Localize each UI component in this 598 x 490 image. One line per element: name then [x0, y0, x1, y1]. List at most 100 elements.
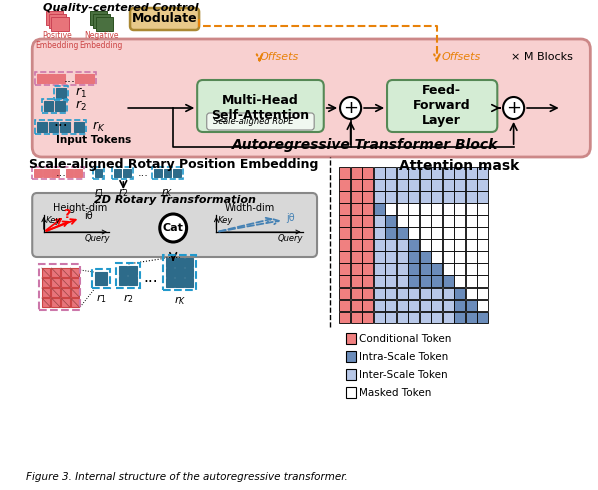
Bar [385, 299, 396, 311]
Bar [66, 169, 74, 177]
Bar [431, 251, 442, 263]
Bar [454, 168, 465, 179]
Bar [39, 264, 80, 310]
Bar [94, 272, 107, 285]
Bar [443, 168, 454, 179]
Bar [350, 264, 362, 275]
Bar [408, 203, 419, 215]
Bar [35, 72, 96, 85]
Bar [431, 179, 442, 191]
Bar [374, 275, 385, 287]
Bar [34, 169, 42, 177]
Text: Cat: Cat [163, 223, 184, 233]
Text: Offsets: Offsets [259, 52, 298, 62]
Bar [385, 227, 396, 239]
Bar [362, 288, 373, 299]
Bar [385, 240, 396, 251]
Bar [362, 264, 373, 275]
Bar [477, 203, 488, 215]
FancyBboxPatch shape [387, 80, 498, 132]
Bar [454, 203, 465, 215]
Text: ?: ? [63, 207, 71, 220]
Bar [385, 275, 396, 287]
Circle shape [160, 214, 187, 242]
Bar [408, 299, 419, 311]
Bar [466, 168, 477, 179]
Bar [42, 298, 50, 307]
Bar [420, 240, 431, 251]
Bar [431, 264, 442, 275]
Bar [420, 288, 431, 299]
Bar [477, 275, 488, 287]
Bar [477, 179, 488, 191]
Bar [350, 240, 362, 251]
Bar [454, 251, 465, 263]
Bar [128, 266, 137, 275]
Bar [396, 216, 408, 227]
Bar [61, 268, 69, 277]
Bar [431, 203, 442, 215]
Bar [339, 299, 350, 311]
Bar [164, 169, 171, 177]
Bar [431, 216, 442, 227]
Bar [477, 227, 488, 239]
Bar [55, 101, 65, 111]
Bar [374, 179, 385, 191]
Bar [350, 299, 362, 311]
Bar [51, 169, 59, 177]
Text: Feed-
Forward
Layer: Feed- Forward Layer [413, 84, 471, 127]
Bar [385, 312, 396, 323]
Bar [173, 169, 181, 177]
Bar [466, 216, 477, 227]
Bar [56, 74, 65, 83]
Bar [339, 227, 350, 239]
Bar [408, 312, 419, 323]
Bar [374, 312, 385, 323]
Text: ∼: ∼ [215, 114, 227, 129]
Bar [185, 258, 193, 267]
Bar [443, 299, 454, 311]
Bar [431, 312, 442, 323]
Text: × M Blocks: × M Blocks [511, 52, 573, 62]
Bar [385, 216, 396, 227]
Bar [152, 167, 183, 179]
Bar [56, 88, 66, 98]
Bar [350, 216, 362, 227]
Bar [43, 169, 50, 177]
Bar [93, 14, 110, 28]
Bar [114, 169, 121, 177]
Bar [420, 168, 431, 179]
Bar [61, 298, 69, 307]
Bar [420, 192, 431, 203]
Text: Masked Token: Masked Token [359, 388, 432, 397]
Bar [466, 288, 477, 299]
Bar [350, 251, 362, 263]
Text: Positive
Embedding: Positive Embedding [35, 31, 79, 50]
Text: Conditional Token: Conditional Token [359, 334, 451, 343]
Text: +: + [343, 99, 358, 117]
Bar [44, 101, 53, 111]
Bar [408, 216, 419, 227]
Bar [408, 179, 419, 191]
Bar [163, 255, 196, 290]
Bar [42, 268, 50, 277]
Text: Modulate: Modulate [132, 13, 197, 25]
Bar [42, 288, 50, 297]
Text: Negative
Embedding: Negative Embedding [80, 31, 123, 50]
Bar [477, 216, 488, 227]
Bar [443, 227, 454, 239]
Bar [443, 192, 454, 203]
Bar [374, 251, 385, 263]
Bar [362, 275, 373, 287]
Bar [339, 275, 350, 287]
Bar [362, 312, 373, 323]
Bar [112, 167, 133, 179]
Text: ...: ... [63, 73, 75, 85]
Bar [466, 312, 477, 323]
Text: Quality-centered Control: Quality-centered Control [42, 3, 199, 13]
Circle shape [503, 97, 524, 119]
Text: $r_K$: $r_K$ [174, 294, 186, 307]
FancyBboxPatch shape [130, 8, 199, 30]
Bar [443, 275, 454, 287]
Text: Attention mask: Attention mask [399, 159, 519, 173]
